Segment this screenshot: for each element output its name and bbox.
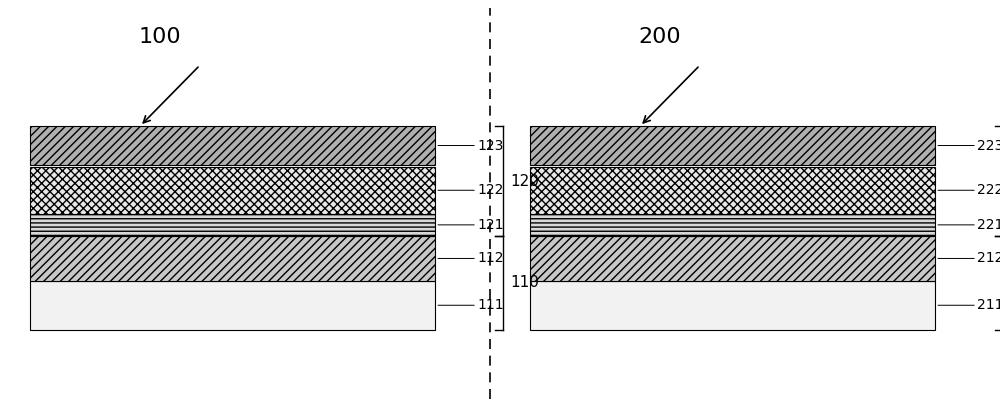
Bar — [30, 167, 435, 214]
Text: 120: 120 — [510, 174, 539, 188]
Text: 122: 122 — [438, 183, 503, 197]
Bar — [30, 281, 435, 330]
Bar — [30, 126, 435, 165]
Bar — [530, 126, 935, 165]
Bar — [530, 214, 935, 236]
Text: 221: 221 — [938, 218, 1000, 232]
Text: 121: 121 — [438, 218, 504, 232]
Text: 212: 212 — [938, 252, 1000, 265]
Bar — [530, 167, 935, 214]
Bar — [530, 236, 935, 281]
Text: 211: 211 — [938, 298, 1000, 312]
Text: 200: 200 — [639, 26, 681, 47]
Text: 110: 110 — [510, 276, 539, 290]
Text: 222: 222 — [938, 183, 1000, 197]
Text: 223: 223 — [938, 138, 1000, 153]
Bar — [30, 236, 435, 281]
Bar — [30, 214, 435, 236]
Text: 100: 100 — [139, 26, 181, 47]
Text: 112: 112 — [438, 252, 504, 265]
Text: 123: 123 — [438, 138, 503, 153]
Bar — [530, 281, 935, 330]
Text: 111: 111 — [438, 298, 504, 312]
